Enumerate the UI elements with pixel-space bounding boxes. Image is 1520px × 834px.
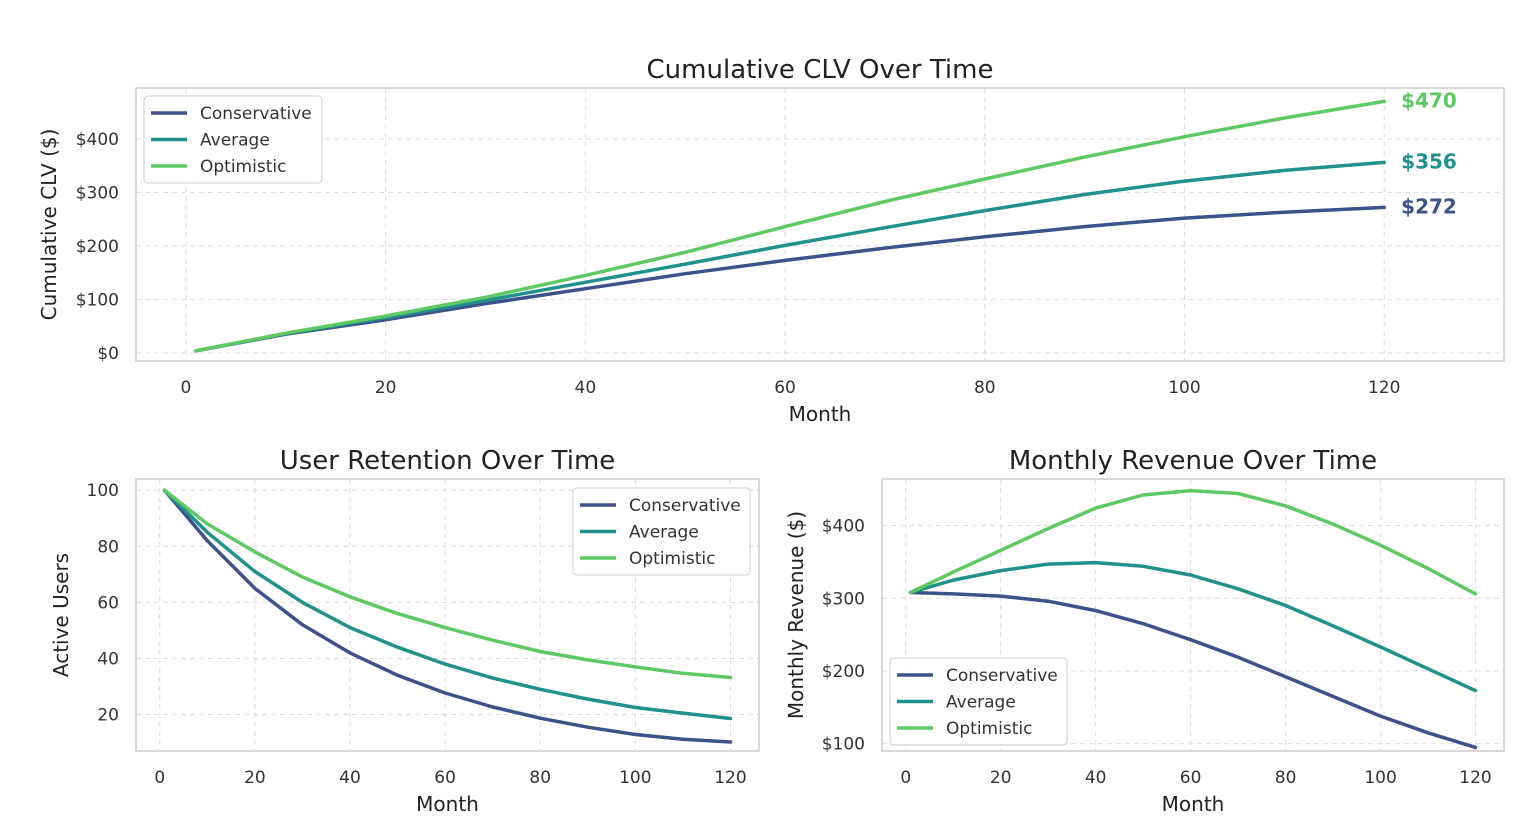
clv-end-label-conservative: $272 [1401, 194, 1457, 218]
clv-x-tick-label: 40 [575, 378, 597, 398]
retention-line-optimistic [162, 488, 733, 680]
clv-x-tick-label: 0 [181, 378, 192, 398]
revenue-y-tick-label: $300 [822, 589, 865, 609]
revenue-y-tick-label: $100 [822, 735, 865, 755]
revenue-x-tick-label: 100 [1364, 768, 1396, 788]
revenue-x-axis-label: Month [1162, 792, 1225, 816]
retention-line-conservative [162, 488, 733, 744]
revenue-line-optimistic [908, 488, 1478, 596]
clv-y-tick-label: $100 [76, 290, 119, 310]
retention-x-tick-label: 80 [529, 768, 551, 788]
revenue-legend-label-optimistic: Optimistic [946, 719, 1032, 739]
revenue-x-tick-label: 60 [1180, 768, 1202, 788]
clv-y-tick-label: $200 [76, 237, 119, 257]
retention-chart: 0 20 40 60 80 100 120 20 40 60 80 100 User Retention… [49, 446, 760, 816]
retention-x-axis-label: Month [416, 792, 479, 816]
retention-y-axis-label: Active Users [49, 553, 73, 677]
revenue-legend-label-average: Average [946, 693, 1016, 713]
revenue-y-tick-label: $400 [822, 517, 865, 537]
revenue-plot-frame [881, 478, 1505, 752]
retention-legend: Conservative Average Optimistic [572, 487, 751, 576]
revenue-y-axis-label: Monthly Revenue ($) [784, 511, 808, 719]
retention-x-tick-label: 0 [154, 768, 165, 788]
retention-y-tick-label: 20 [97, 706, 119, 726]
clv-plot-frame [135, 87, 1505, 362]
retention-y-tick-label: 100 [87, 481, 119, 501]
revenue-title: Monthly Revenue Over Time [1009, 446, 1377, 476]
revenue-chart: 0 20 40 60 80 100 120 $100 $200 $300 $400 Monthly R… [784, 446, 1505, 816]
revenue-legend: Conservative Average Optimistic [889, 657, 1068, 746]
clv-end-label-average: $356 [1401, 149, 1457, 173]
revenue-x-tick-label: 40 [1085, 768, 1107, 788]
retention-y-tick-label: 40 [97, 649, 119, 669]
retention-line-average [162, 488, 733, 721]
retention-title: User Retention Over Time [280, 446, 616, 476]
revenue-x-tick-label: 20 [990, 768, 1012, 788]
clv-x-axis-label: Month [789, 402, 852, 426]
revenue-x-tick-label: 120 [1459, 768, 1491, 788]
revenue-legend-label-conservative: Conservative [946, 666, 1058, 686]
clv-line-conservative [194, 205, 1386, 353]
revenue-legend-box [889, 657, 1068, 746]
clv-y-tick-label: $400 [76, 130, 119, 150]
clv-x-tick-label: 80 [974, 378, 996, 398]
retention-y-tick-label: 60 [97, 593, 119, 613]
clv-x-tick-label: 60 [774, 378, 796, 398]
clv-line-optimistic [194, 99, 1386, 353]
clv-x-tick-label: 100 [1168, 378, 1200, 398]
clv-title: Cumulative CLV Over Time [647, 55, 994, 85]
retention-x-tick-label: 100 [619, 768, 651, 788]
clv-y-tick-label: $300 [76, 183, 119, 203]
revenue-line-conservative [908, 590, 1478, 750]
retention-x-tick-label: 20 [244, 768, 266, 788]
retention-legend-label-average: Average [629, 523, 699, 543]
revenue-y-tick-label: $200 [822, 662, 865, 682]
clv-y-tick-label: $0 [97, 344, 119, 364]
revenue-x-tick-label: 80 [1275, 768, 1297, 788]
clv-legend-label-average: Average [200, 131, 270, 151]
clv-y-axis-label: Cumulative CLV ($) [37, 129, 61, 321]
retention-plot-frame [135, 478, 760, 752]
clv-legend-label-optimistic: Optimistic [200, 157, 286, 177]
retention-legend-label-optimistic: Optimistic [629, 549, 715, 569]
clv-legend-label-conservative: Conservative [200, 104, 312, 124]
clv-legend: Conservative Average Optimistic [143, 95, 323, 184]
clv-legend-box [143, 95, 323, 184]
retention-y-tick-label: 80 [97, 537, 119, 557]
revenue-line-average [908, 560, 1478, 693]
clv-x-tick-label: 20 [375, 378, 397, 398]
revenue-x-tick-label: 0 [900, 768, 911, 788]
retention-legend-label-conservative: Conservative [629, 496, 741, 516]
retention-x-tick-label: 120 [714, 768, 746, 788]
clv-chart: 0 20 40 60 80 100 120 $0 $100 $200 $300 $400 Cumulat… [37, 55, 1505, 426]
retention-x-tick-label: 40 [339, 768, 361, 788]
retention-legend-box [572, 487, 751, 576]
retention-x-tick-label: 60 [434, 768, 456, 788]
clv-x-tick-label: 120 [1368, 378, 1400, 398]
clv-end-label-optimistic: $470 [1401, 88, 1457, 112]
